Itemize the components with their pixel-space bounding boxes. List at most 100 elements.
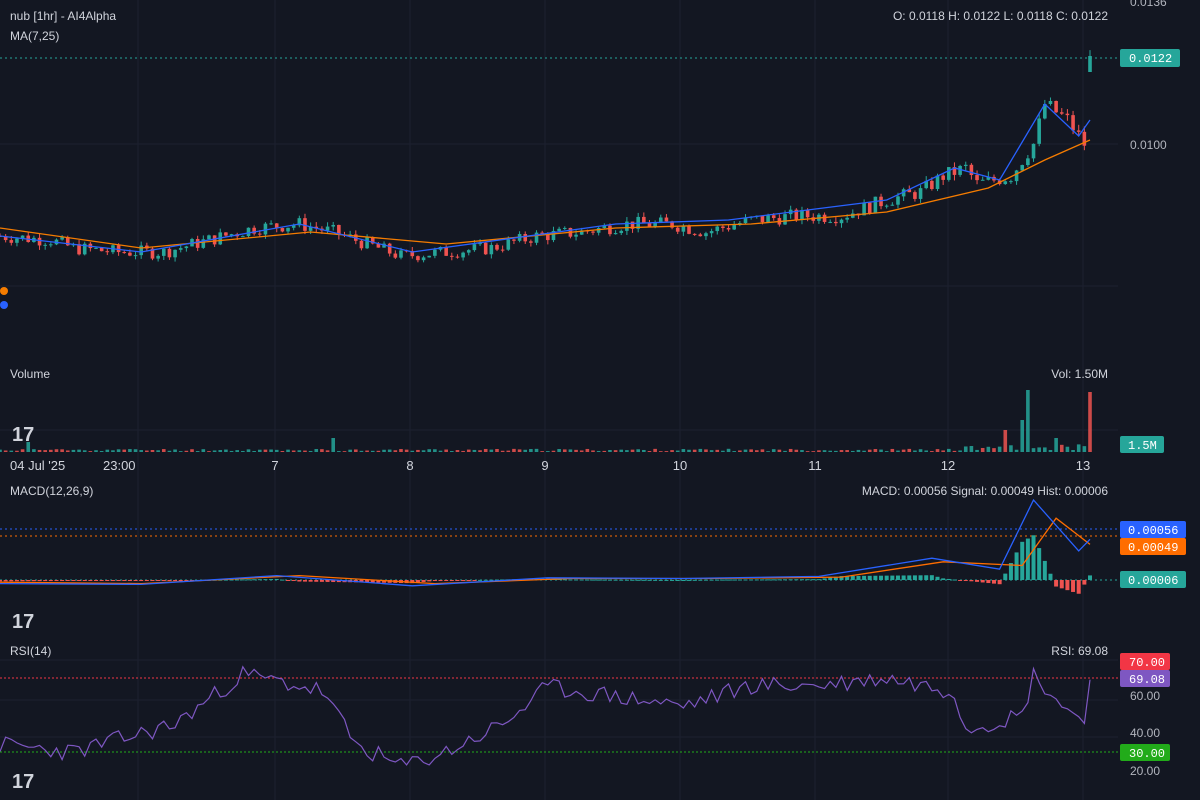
macd-hist-bar	[370, 580, 375, 583]
volume-bar	[139, 450, 143, 452]
volume-bar	[376, 450, 381, 452]
candle-up	[478, 242, 482, 245]
macd-hist-bar	[856, 575, 861, 580]
candle-up	[551, 230, 556, 241]
volume-bar	[438, 450, 443, 452]
tradingview-logo-icon: 17	[12, 424, 34, 446]
macd-hist-bar	[31, 580, 36, 582]
macd-hist-bar	[653, 579, 658, 581]
macd-hist-bar	[850, 575, 855, 580]
macd-hist-bar	[596, 579, 601, 581]
volume-bar	[658, 451, 663, 452]
candle-down	[822, 214, 827, 222]
volume-bar	[1037, 447, 1041, 452]
macd-hist-bar	[461, 580, 466, 581]
volume-bar	[760, 449, 765, 452]
volume-bar	[483, 448, 488, 452]
time-axis[interactable]: 04 Jul '25 23:00 7 8 9 10 11 12 13	[10, 458, 1090, 473]
volume-bar	[65, 450, 70, 452]
volume-bar	[1043, 447, 1047, 452]
macd-readout: MACD: 0.00056 Signal: 0.00049 Hist: 0.00…	[862, 484, 1108, 498]
candle-down	[941, 175, 945, 180]
price-tick-label: 0.0136	[1130, 0, 1167, 9]
volume-bar	[986, 446, 991, 452]
volume-bar	[433, 449, 437, 452]
volume-bar	[49, 449, 53, 452]
volume-bar	[1009, 445, 1013, 452]
candle-down	[969, 164, 974, 176]
rsi-pane[interactable]	[0, 665, 1118, 766]
macd-hist-bar	[777, 579, 782, 581]
macd-hist-bar	[20, 580, 25, 582]
candle-down	[642, 216, 646, 223]
volume-bar	[879, 449, 883, 452]
volume-bar	[82, 450, 87, 452]
volume-series	[0, 390, 1092, 452]
candle-down	[303, 218, 307, 231]
volume-bar	[472, 449, 477, 452]
price-pane[interactable]	[0, 50, 1118, 309]
candle-up	[924, 180, 929, 189]
macd-hist-bar	[110, 580, 115, 581]
macd-hist-bar	[946, 578, 951, 580]
macd-hist-bar	[65, 580, 70, 581]
macd-hist-bar	[173, 580, 178, 581]
macd-pane[interactable]	[0, 498, 1118, 594]
volume-bar	[207, 451, 211, 452]
time-axis-label: 7	[271, 458, 278, 473]
volume-bar	[834, 450, 838, 452]
macd-hist-bar	[302, 580, 307, 582]
volume-bar	[461, 450, 465, 452]
candle-up	[947, 167, 951, 180]
candle-up	[60, 237, 64, 240]
macd-hist-bar	[980, 580, 985, 583]
candle-up	[139, 245, 143, 256]
macd-hist-bar	[918, 575, 923, 580]
candle-down	[540, 232, 544, 234]
candle-up	[43, 244, 47, 246]
volume-bar	[99, 450, 104, 452]
candle-down	[224, 232, 228, 236]
candle-up	[658, 217, 663, 223]
volume-bar	[534, 448, 539, 452]
macd-hist-bar	[737, 579, 742, 581]
volume-bar	[1048, 449, 1053, 452]
macd-hist-bar	[845, 576, 850, 580]
volume-bar	[201, 449, 206, 452]
volume-bar	[636, 449, 640, 452]
candle-down	[975, 175, 979, 181]
candle-up	[958, 165, 962, 175]
volume-bar	[229, 450, 234, 452]
macd-hist-bar	[958, 580, 963, 581]
macd-hist-bar	[1076, 580, 1081, 594]
macd-hist-bar	[670, 579, 675, 581]
macd-hist-bar	[624, 579, 629, 581]
macd-hist-bar	[494, 579, 499, 581]
volume-bar	[670, 450, 674, 452]
volume-bar	[754, 450, 759, 452]
candle-down	[805, 210, 810, 218]
volume-bar	[856, 449, 861, 452]
candle-up	[241, 236, 245, 238]
volume-bar	[263, 449, 268, 452]
macd-hist-bar	[156, 580, 161, 581]
candle-up	[935, 175, 940, 189]
candle-up	[184, 246, 189, 249]
volume-bar	[969, 446, 974, 452]
macd-hist-bar	[82, 580, 87, 581]
volume-bar	[800, 450, 804, 452]
signal-tag: 0.00049	[1128, 541, 1178, 555]
volume-bar	[980, 447, 985, 452]
candle-down	[280, 228, 285, 232]
volume-bar	[393, 450, 398, 452]
volume-bar	[252, 450, 256, 452]
volume-bar	[997, 446, 1002, 452]
candle-down	[771, 215, 776, 219]
macd-hist-bar	[127, 580, 132, 581]
macd-hist-bar	[929, 575, 934, 580]
volume-bar	[156, 450, 160, 452]
volume-bar	[777, 449, 782, 452]
ma7-line	[0, 102, 1091, 253]
